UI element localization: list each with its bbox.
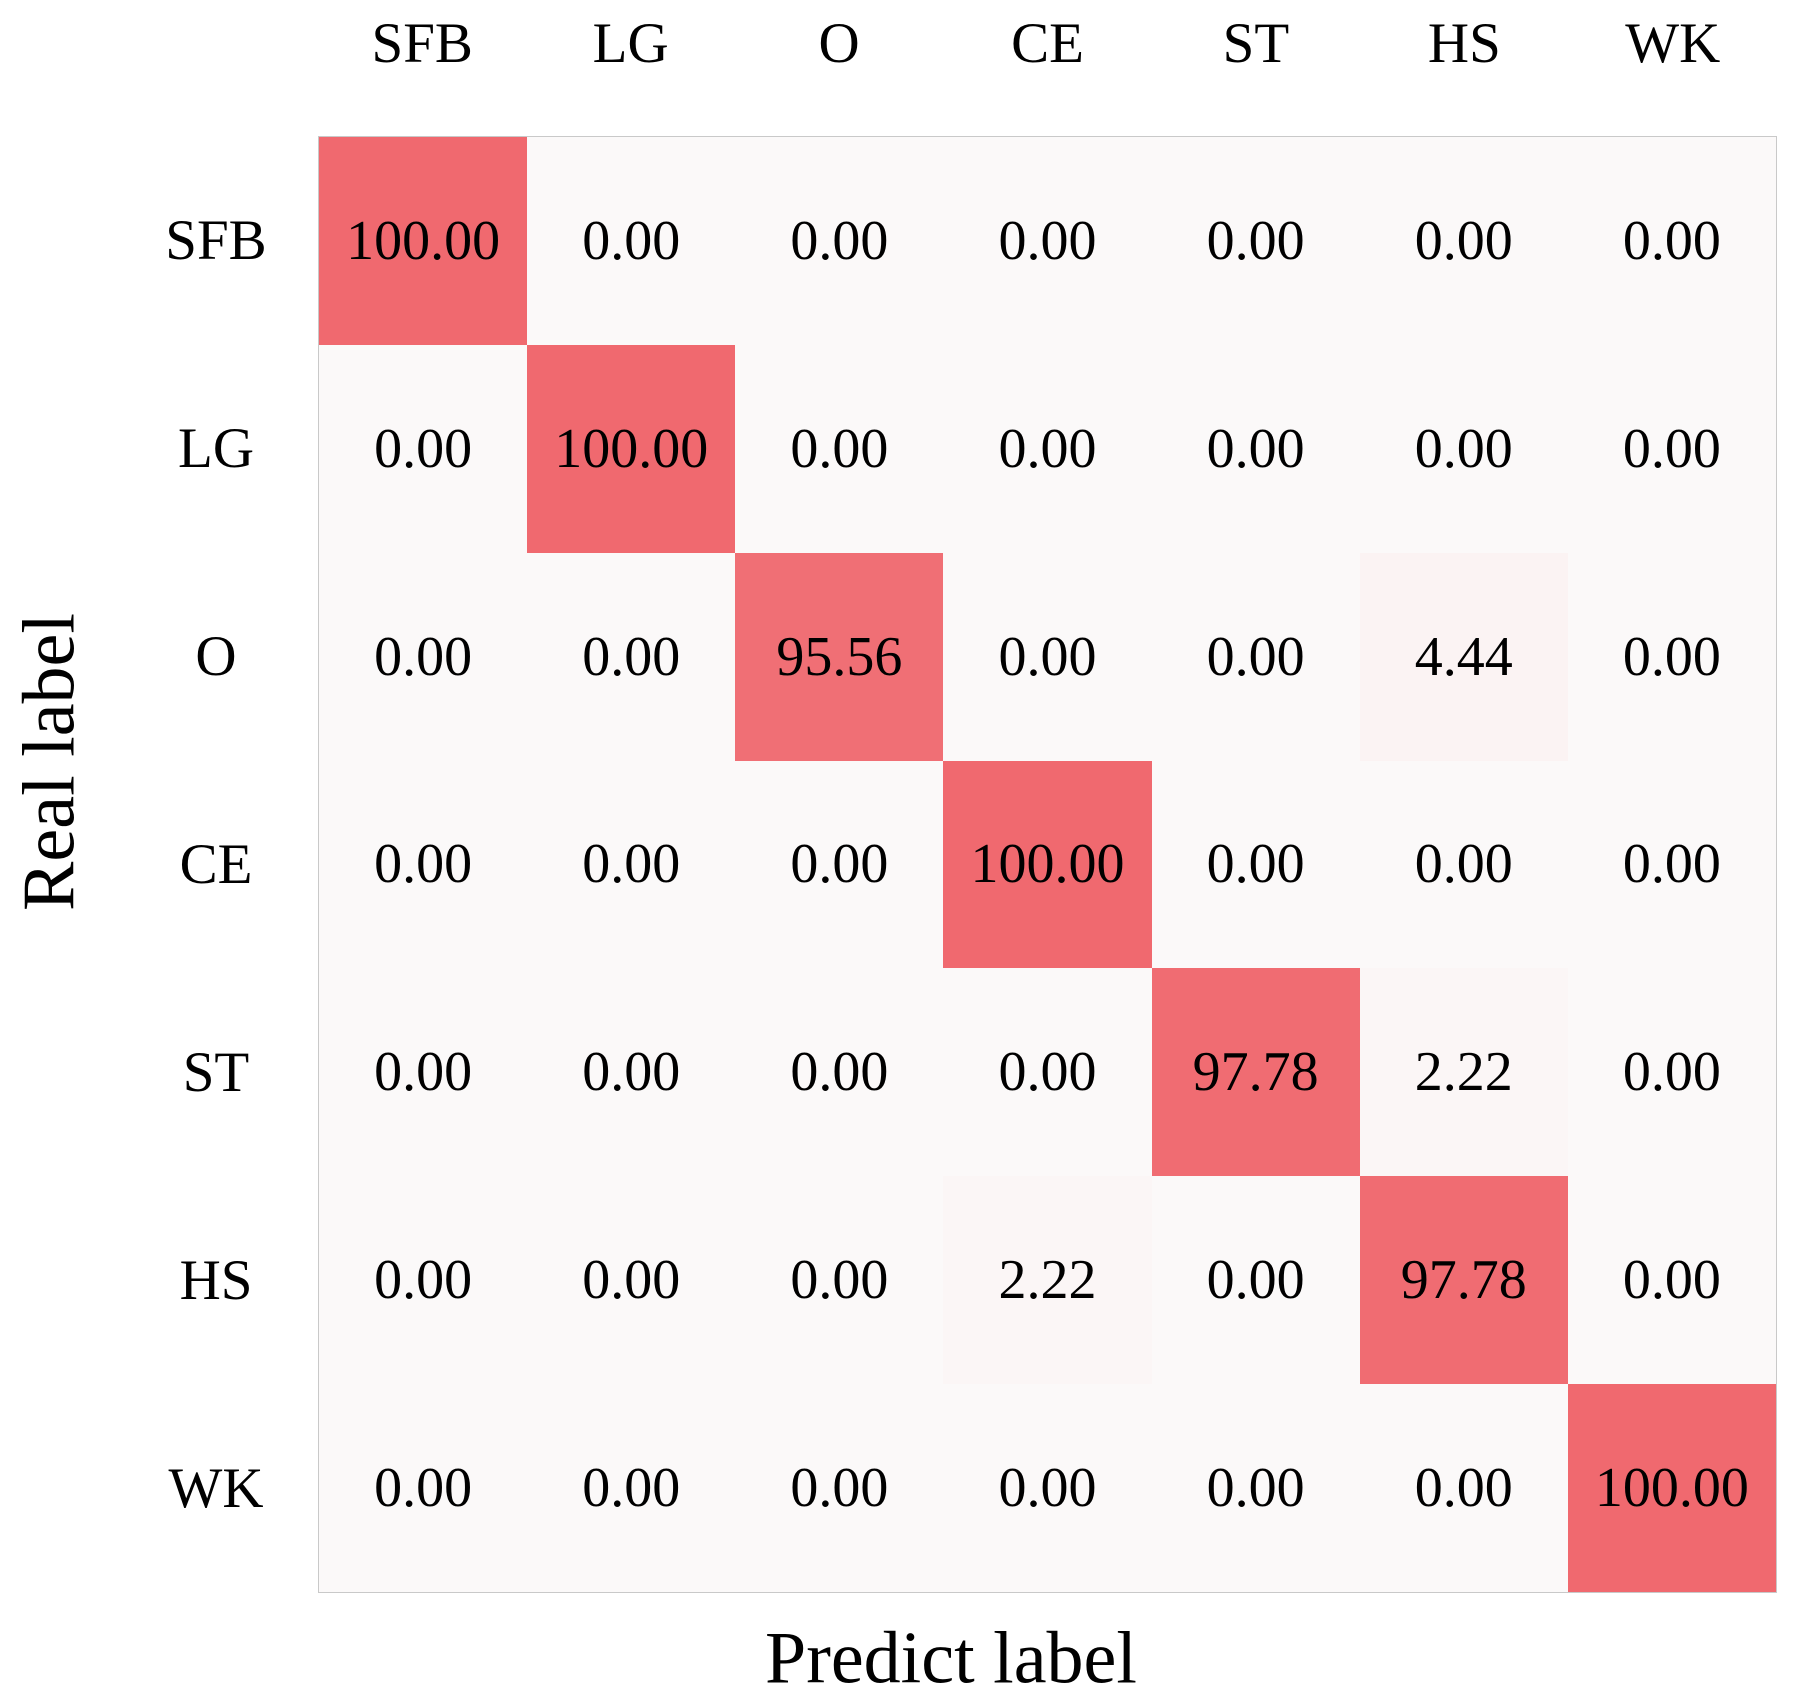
matrix-cell-ce-st: 0.00 (1151, 760, 1360, 969)
matrix-cell-ce-o: 0.00 (735, 760, 944, 969)
matrix-cell-lg-st: 0.00 (1151, 344, 1360, 553)
matrix-cell-ce-ce: 100.00 (943, 760, 1152, 969)
x-axis-tick-labels: SFB LG O CE ST HS WK (318, 0, 1777, 78)
matrix-cell-st-hs: 2.22 (1359, 968, 1568, 1177)
y-tick-label-hs: HS (179, 1249, 253, 1313)
y-tick-label-sfb: SFB (165, 208, 267, 272)
x-tick-label-st: ST (1222, 11, 1290, 75)
matrix-cell-ce-wk: 0.00 (1567, 760, 1776, 969)
y-tick-label-ce: CE (179, 832, 253, 896)
y-tick-label-lg: LG (178, 416, 254, 480)
matrix-cell-o-hs: 4.44 (1359, 552, 1568, 761)
matrix-cell-hs-hs: 97.78 (1359, 1176, 1568, 1385)
matrix-cell-ce-hs: 0.00 (1359, 760, 1568, 969)
matrix-cell-wk-wk: 100.00 (1567, 1384, 1776, 1592)
matrix-cell-hs-o: 0.00 (735, 1176, 944, 1385)
x-axis-title: Predict label (765, 1617, 1137, 1700)
matrix-cell-sfb-lg: 0.00 (527, 137, 736, 345)
x-tick-label-hs: HS (1427, 11, 1501, 75)
matrix-cell-wk-ce: 0.00 (943, 1384, 1152, 1592)
matrix-cell-st-ce: 0.00 (943, 968, 1152, 1177)
matrix-cell-sfb-wk: 0.00 (1567, 137, 1776, 345)
matrix-cell-hs-lg: 0.00 (527, 1176, 736, 1385)
matrix-cell-hs-ce: 2.22 (943, 1176, 1152, 1385)
matrix-cell-sfb-ce: 0.00 (943, 137, 1152, 345)
matrix-cell-lg-o: 0.00 (735, 344, 944, 553)
x-tick-label-sfb: SFB (371, 11, 473, 75)
matrix-cell-hs-sfb: 0.00 (319, 1176, 528, 1385)
matrix-cell-st-wk: 0.00 (1567, 968, 1776, 1177)
matrix-cell-sfb-st: 0.00 (1151, 137, 1360, 345)
matrix-cell-st-st: 97.78 (1151, 968, 1360, 1177)
matrix-cell-lg-hs: 0.00 (1359, 344, 1568, 553)
matrix-cell-lg-lg: 100.00 (527, 344, 736, 553)
matrix-cell-wk-o: 0.00 (735, 1384, 944, 1592)
x-tick-label-o: O (818, 11, 860, 75)
matrix-cell-o-ce: 0.00 (943, 552, 1152, 761)
matrix-cell-st-o: 0.00 (735, 968, 944, 1177)
y-axis-title: Real label (8, 613, 91, 911)
y-axis-tick-labels: SFB LG O CE ST HS WK (146, 136, 286, 1593)
x-tick-label-wk: WK (1625, 11, 1721, 75)
matrix-cell-st-sfb: 0.00 (319, 968, 528, 1177)
matrix-cell-o-sfb: 0.00 (319, 552, 528, 761)
matrix-cell-sfb-sfb: 100.00 (319, 137, 528, 345)
y-tick-label-st: ST (182, 1041, 250, 1105)
matrix-cell-wk-sfb: 0.00 (319, 1384, 528, 1592)
matrix-cell-sfb-o: 0.00 (735, 137, 944, 345)
matrix-cell-ce-lg: 0.00 (527, 760, 736, 969)
matrix-cell-lg-sfb: 0.00 (319, 344, 528, 553)
y-tick-label-o: O (195, 624, 237, 688)
matrix-cell-lg-wk: 0.00 (1567, 344, 1776, 553)
matrix-cell-o-wk: 0.00 (1567, 552, 1776, 761)
matrix-cell-hs-wk: 0.00 (1567, 1176, 1776, 1385)
matrix-cell-wk-hs: 0.00 (1359, 1384, 1568, 1592)
matrix-cell-o-st: 0.00 (1151, 552, 1360, 761)
matrix-cell-st-lg: 0.00 (527, 968, 736, 1177)
x-tick-label-ce: CE (1011, 11, 1084, 75)
matrix-cell-wk-st: 0.00 (1151, 1384, 1360, 1592)
matrix-cell-lg-ce: 0.00 (943, 344, 1152, 553)
matrix-cell-hs-st: 0.00 (1151, 1176, 1360, 1385)
y-tick-label-wk: WK (168, 1457, 264, 1521)
matrix-cell-wk-lg: 0.00 (527, 1384, 736, 1592)
matrix-cell-ce-sfb: 0.00 (319, 760, 528, 969)
x-tick-label-lg: LG (592, 11, 669, 75)
confusion-matrix-grid: 100.00 0.00 0.00 0.00 0.00 0.00 0.00 0.00 100.00… (318, 136, 1777, 1593)
matrix-cell-sfb-hs: 0.00 (1359, 137, 1568, 345)
matrix-cell-o-o: 95.56 (735, 552, 944, 761)
matrix-cell-o-lg: 0.00 (527, 552, 736, 761)
